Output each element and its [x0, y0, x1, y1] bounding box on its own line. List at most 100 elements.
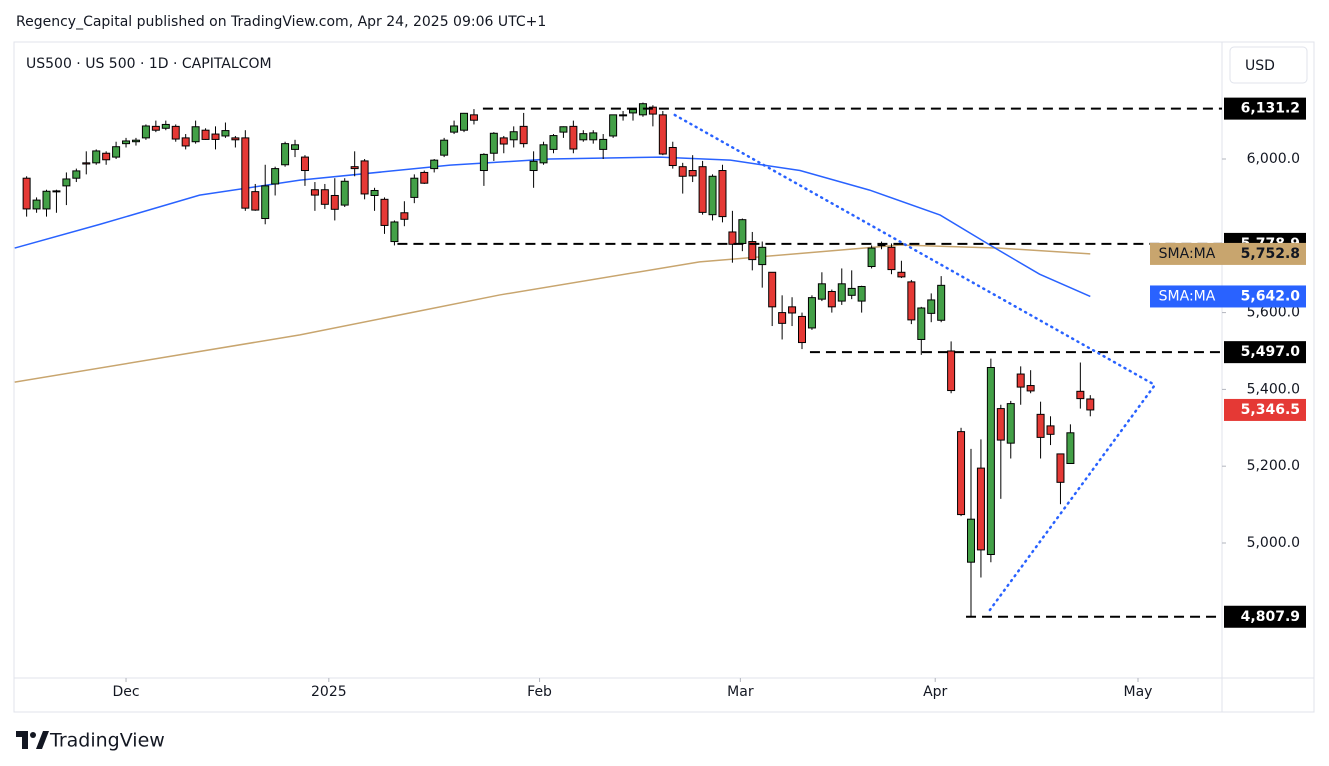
candle-body — [52, 190, 61, 193]
candle-body — [1066, 432, 1075, 465]
sma-value: 5,752.8 — [1241, 246, 1300, 262]
sma-label-box — [1150, 285, 1306, 308]
last-price-label: 5,346.5 — [1241, 402, 1300, 418]
last-price-box — [1224, 398, 1306, 421]
candle-body — [798, 315, 807, 344]
candle-body — [589, 132, 598, 141]
x-tick-label: Dec — [112, 684, 139, 700]
candle-body — [450, 125, 459, 133]
candle-body — [370, 189, 379, 196]
candle-body — [181, 137, 190, 147]
candle-body — [569, 125, 578, 150]
candle-body — [141, 125, 150, 139]
candle-body — [1086, 398, 1095, 411]
candle-body — [360, 160, 369, 195]
candle-body — [221, 130, 230, 137]
candle-body — [728, 231, 737, 245]
candle-body — [648, 106, 657, 115]
candle-body — [1076, 390, 1085, 400]
y-tick-label: 5,600.0 — [1247, 305, 1300, 321]
candle-body — [847, 287, 856, 296]
y-tick-label: 6,000.0 — [1247, 151, 1300, 167]
level-label-box — [1224, 341, 1306, 364]
frame — [13, 41, 1315, 713]
sma-value: 5,642.0 — [1241, 288, 1301, 304]
candle-body — [122, 140, 131, 145]
candle-body — [469, 114, 478, 121]
sma-name: SMA:MA — [1159, 246, 1216, 262]
attribution: Regency_Capital published on TradingView… — [16, 14, 546, 30]
candle-body — [937, 284, 946, 321]
candle-body — [330, 194, 339, 210]
currency-box — [1229, 46, 1308, 84]
candle-body — [1036, 413, 1045, 438]
candle-body — [966, 518, 975, 563]
candle-body — [768, 271, 777, 308]
sma-line — [14, 156, 1091, 298]
candle-body — [708, 175, 717, 216]
level-label: 6,131.2 — [1241, 101, 1300, 117]
candle-body — [82, 162, 91, 165]
candle-body — [241, 137, 250, 209]
level-label-box — [1224, 605, 1306, 628]
candle-body — [131, 139, 140, 143]
candle-body — [460, 112, 469, 131]
sma-line — [14, 244, 1091, 383]
x-tick-label: 2025 — [311, 684, 347, 700]
candle-body — [758, 246, 767, 266]
level-label: 4,807.9 — [1241, 609, 1300, 625]
currency: USD — [1245, 58, 1275, 74]
candle-body — [778, 312, 787, 324]
candle-body — [350, 166, 359, 170]
candle-body — [599, 138, 608, 150]
candle-body — [42, 190, 51, 210]
candle-body — [320, 189, 329, 205]
y-tick-label: 5,000.0 — [1247, 535, 1300, 551]
candle-body — [92, 150, 101, 164]
candle-body — [668, 146, 677, 167]
candle-body — [1016, 373, 1025, 388]
trendline — [673, 113, 1157, 387]
candle-body — [887, 246, 896, 271]
brand-logo — [16, 731, 49, 749]
candle-body — [986, 367, 995, 556]
candle-body — [191, 126, 200, 143]
candle-body — [658, 114, 667, 155]
candle-body — [32, 199, 41, 210]
candle-body — [112, 146, 121, 158]
candle-body — [718, 170, 727, 218]
price-axis: 5,000.0 5,200.0 5,400.0 5,600.0 6,000.0 6,131… — [1150, 97, 1306, 628]
candle-body — [619, 114, 628, 117]
candle-body — [340, 180, 349, 206]
candle-body — [678, 166, 687, 177]
candle-body — [261, 185, 270, 220]
candle-body — [1026, 385, 1035, 392]
candle-body — [102, 152, 111, 161]
candle-body — [410, 177, 419, 198]
y-tick-label: 5,400.0 — [1247, 381, 1300, 397]
x-tick-label: Feb — [527, 684, 552, 700]
x-tick-label: Apr — [923, 684, 947, 700]
candle-body — [171, 125, 180, 140]
candle-body — [400, 212, 409, 220]
candle-body — [947, 350, 956, 392]
candle-body — [609, 114, 618, 137]
candle-body — [72, 170, 81, 179]
candle-body — [300, 156, 309, 172]
candle-body — [748, 241, 757, 261]
candle-body — [857, 285, 866, 302]
candle-body — [927, 299, 936, 314]
symbol-title: US500 · US 500 · 1D · CAPITALCOM — [26, 56, 272, 72]
x-tick-label: May — [1124, 684, 1153, 700]
candle-body — [440, 139, 449, 156]
candle-body — [698, 166, 707, 213]
candle-body — [390, 221, 399, 243]
candle-body — [996, 408, 1005, 441]
candle-body — [867, 247, 876, 268]
candle-body — [579, 133, 588, 141]
trendline — [988, 383, 1157, 612]
candle-body — [897, 271, 906, 278]
candle-body — [788, 306, 797, 314]
candle-body — [211, 133, 220, 140]
